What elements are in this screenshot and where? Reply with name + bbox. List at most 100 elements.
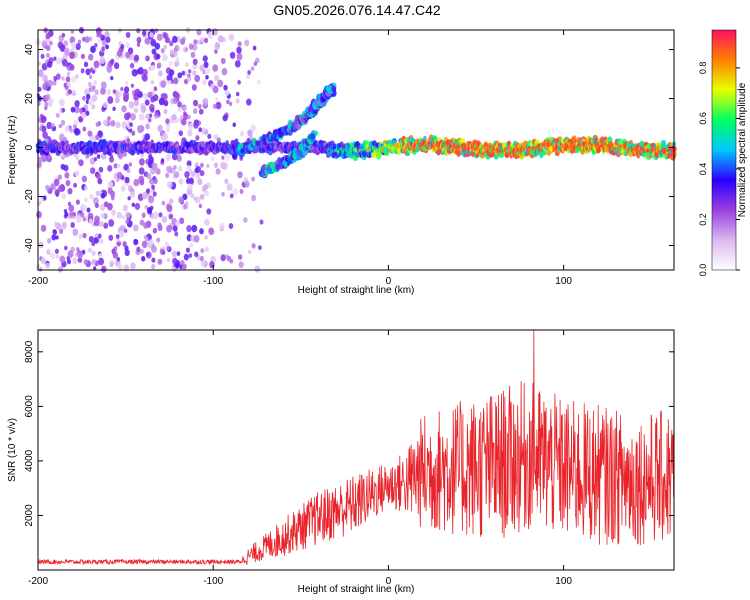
spectrogram-point [210,156,215,162]
spectrogram-point [94,43,98,48]
spectrogram-point [95,190,101,197]
spectrogram-point [97,233,102,239]
spectrogram-point [108,219,115,227]
spectrogram-point [59,228,64,235]
spectrogram-point [122,241,127,247]
spectrogram-point [238,261,244,269]
spectrogram-point [220,57,226,65]
spectrogram-point [67,187,73,195]
spectrogram-y-tick-label: 40 [24,44,35,56]
spectrogram-point [41,40,48,48]
spectrogram-point [199,255,205,262]
spectrogram-point [221,67,228,76]
spectrogram-point [121,105,127,113]
spectrogram-point [93,266,97,271]
snr-frame [37,329,675,571]
spectrogram-point [83,61,89,68]
spectrogram-x-ticks: -200 -100 0 100 [28,30,572,287]
spectrogram-point [185,247,190,253]
spectrogram-point [243,217,248,223]
spectrogram-point [204,246,209,252]
spectrogram-point [60,163,66,170]
spectrogram-point [193,121,199,129]
spectrogram-point [40,53,45,59]
spectrogram-point [166,224,173,233]
spectrogram-point [171,168,176,175]
colorbar: 0.0 0.2 0.4 0.6 0.8 Normalized spectral ampl… [698,29,748,276]
spectrogram-point [213,162,219,169]
spectrogram-point [109,154,114,159]
spectrogram-point [69,211,74,217]
spectrogram-point [99,238,104,244]
spectrogram-point [165,154,171,161]
spectrogram-point [185,201,189,206]
spectrogram-point [313,130,319,136]
spectrogram-point [226,255,232,262]
spectrogram-point [84,185,88,191]
spectrogram-point [158,212,163,218]
spectrogram-point [71,76,77,83]
spectrogram-point [104,31,110,39]
spectrogram-point [220,254,226,262]
spectrogram-point [155,111,159,117]
spectrogram-point [177,165,183,172]
spectrogram-point [184,171,190,179]
spectrogram-point [173,77,179,85]
spectrogram-point [54,248,59,254]
colorbar-tick-label: 0.8 [698,62,708,75]
spectrogram-point [136,36,142,44]
spectrogram-point [44,101,49,107]
spectrogram-point [161,53,168,62]
spectrogram-point [103,201,109,208]
spectrogram-point [144,133,151,141]
spectrogram-point [50,183,55,189]
spectrogram-point [133,224,138,232]
spectrogram-point [224,89,230,96]
spectrogram-point [183,253,189,261]
spectrogram-point [101,46,105,52]
spectrogram-point [60,119,66,126]
spectrogram-point [96,32,101,38]
snr-y-label: SNR (10 * v/v) [7,418,18,482]
spectrogram-point [75,252,79,257]
spectrogram-point [256,79,261,85]
spectrogram-point [110,58,115,64]
spectrogram-point [186,225,192,233]
spectrogram-point [182,105,187,112]
spectrogram-point [234,60,241,68]
spectrogram-point [252,45,257,51]
spectrogram-point [187,129,193,137]
spectrogram-point [206,208,212,215]
spectrogram-point [125,218,130,225]
snr-x-label: Height of straight line (km) [298,584,415,595]
snr-panel: -200 -100 0 100 2000 4000 6000 8000 Height of … [7,329,675,595]
spectrogram-y-label: Frequency (Hz) [7,116,18,185]
spectrogram-point [88,36,93,42]
spectrogram-point [200,248,205,254]
spectrogram-point [55,235,59,240]
spectrogram-point [95,173,100,179]
spectrogram-point [125,42,130,48]
spectrogram-point [100,87,106,95]
spectrogram-point [91,94,98,102]
spectrogram-point [116,171,123,180]
spectrogram-point [58,123,62,129]
spectrogram-point [91,250,96,256]
spectrogram-point [215,168,221,175]
spectrogram-point [166,258,170,263]
spectrogram-point [169,198,174,204]
spectrogram-point [224,153,230,161]
spectrogram-point [74,100,80,108]
spectrogram-point [166,204,173,213]
figure-title: GN05.2026.076.14.47.C42 [273,2,441,18]
spectrogram-point [129,62,135,69]
spectrogram-point [120,185,126,192]
spectrogram-point [101,39,107,47]
spectrogram-point [112,106,116,112]
spectrogram-point [40,224,47,232]
spectrogram-point [75,155,80,161]
spectrogram-point [152,94,159,102]
spectrogram-point [192,70,197,77]
spectrogram-point [141,74,148,82]
snr-y-tick-label: 8000 [24,340,35,363]
